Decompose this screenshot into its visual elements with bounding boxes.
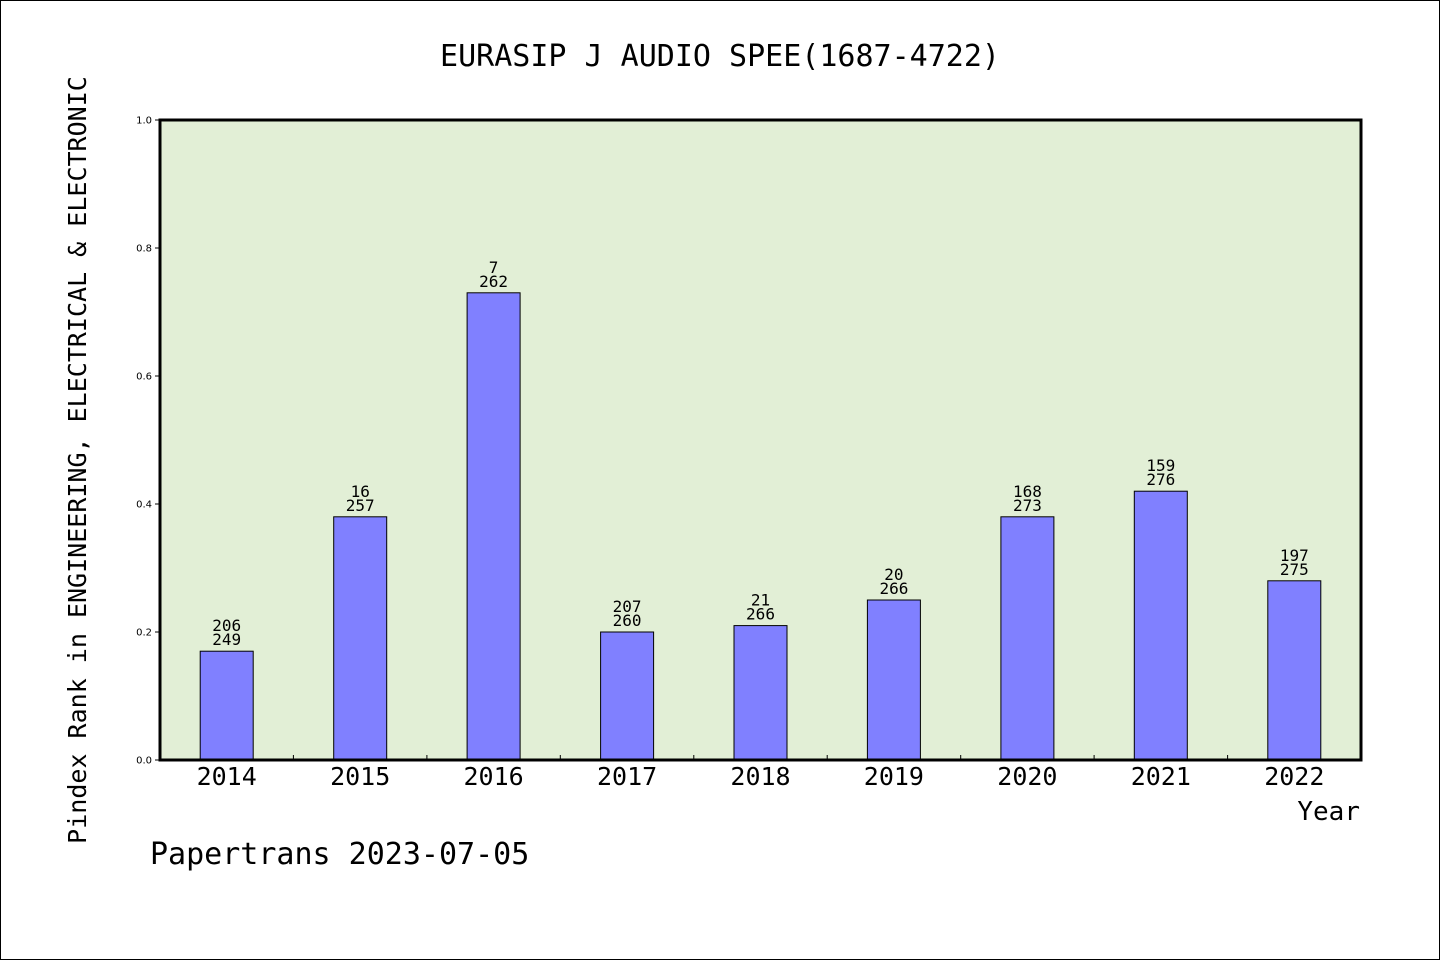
y-tick-label-1.0: 1.0 [136,116,152,127]
bar-2014 [199,650,254,761]
x-tick-label-2020: 2020 [997,762,1057,791]
x-tick-label-2019: 2019 [864,762,924,791]
total-label-2015: 257 [346,496,375,515]
rank-label-2016: 7 [489,258,499,277]
y-tick-label-0.2: 0.2 [136,628,152,639]
rank-label-2018: 21 [751,591,770,610]
x-tick-label-2016: 2016 [463,762,523,791]
bar-2021 [1133,490,1188,761]
x-tick-label-2018: 2018 [730,762,790,791]
bar-2019 [866,599,921,761]
credit-text: Papertrans 2023-07-05 [150,837,529,872]
data-labels-group: 2062491625772622072602126620266168273159… [212,258,1309,649]
y-tick-label-0.4: 0.4 [136,500,152,511]
total-label-2014: 249 [212,630,241,649]
x-axis-label: Year [1297,797,1360,827]
bar-2022 [1267,580,1322,761]
bar-2017 [600,631,655,761]
rank-label-2015: 16 [351,482,370,501]
x-axis: 2014 2015 2016 2017 2018 2019 2020 2021 2022 [197,755,1324,791]
rank-label-2014: 206 [212,616,241,635]
bar-2018 [733,625,788,761]
rank-label-2020: 168 [1013,482,1042,501]
bar-2016 [466,292,521,761]
rank-label-2022: 197 [1280,546,1309,565]
total-label-2017: 260 [613,611,642,630]
bar-2020 [1000,516,1055,761]
x-tick-label-2022: 2022 [1264,762,1324,791]
y-tick-label-0.8: 0.8 [136,244,152,255]
total-label-2019: 266 [879,579,908,598]
total-label-2020: 273 [1013,496,1042,515]
y-axis: 0.0 0.2 0.4 0.6 0.8 1.0 [136,116,160,767]
rank-label-2017: 207 [613,597,642,616]
y-tick-label-0.6: 0.6 [136,372,152,383]
bars-group [199,292,1322,761]
x-tick-label-2015: 2015 [330,762,390,791]
rank-label-2021: 159 [1146,456,1175,475]
chart-title: EURASIP J AUDIO SPEE(1687-4722) [440,39,1000,74]
x-tick-label-2021: 2021 [1131,762,1191,791]
total-label-2021: 276 [1146,470,1175,489]
y-axis-label: Pindex Rank in ENGINEERING, ELECTRICAL &… [63,76,92,844]
plot-border [158,118,1363,762]
bar-2015 [333,516,388,761]
total-label-2018: 266 [746,605,775,624]
y-tick-label-0.0: 0.0 [136,756,152,767]
x-tick-label-2017: 2017 [597,762,657,791]
rank-label-2019: 20 [884,565,903,584]
total-label-2022: 275 [1280,560,1309,579]
total-label-2016: 262 [479,272,508,291]
x-tick-label-2014: 2014 [197,762,257,791]
